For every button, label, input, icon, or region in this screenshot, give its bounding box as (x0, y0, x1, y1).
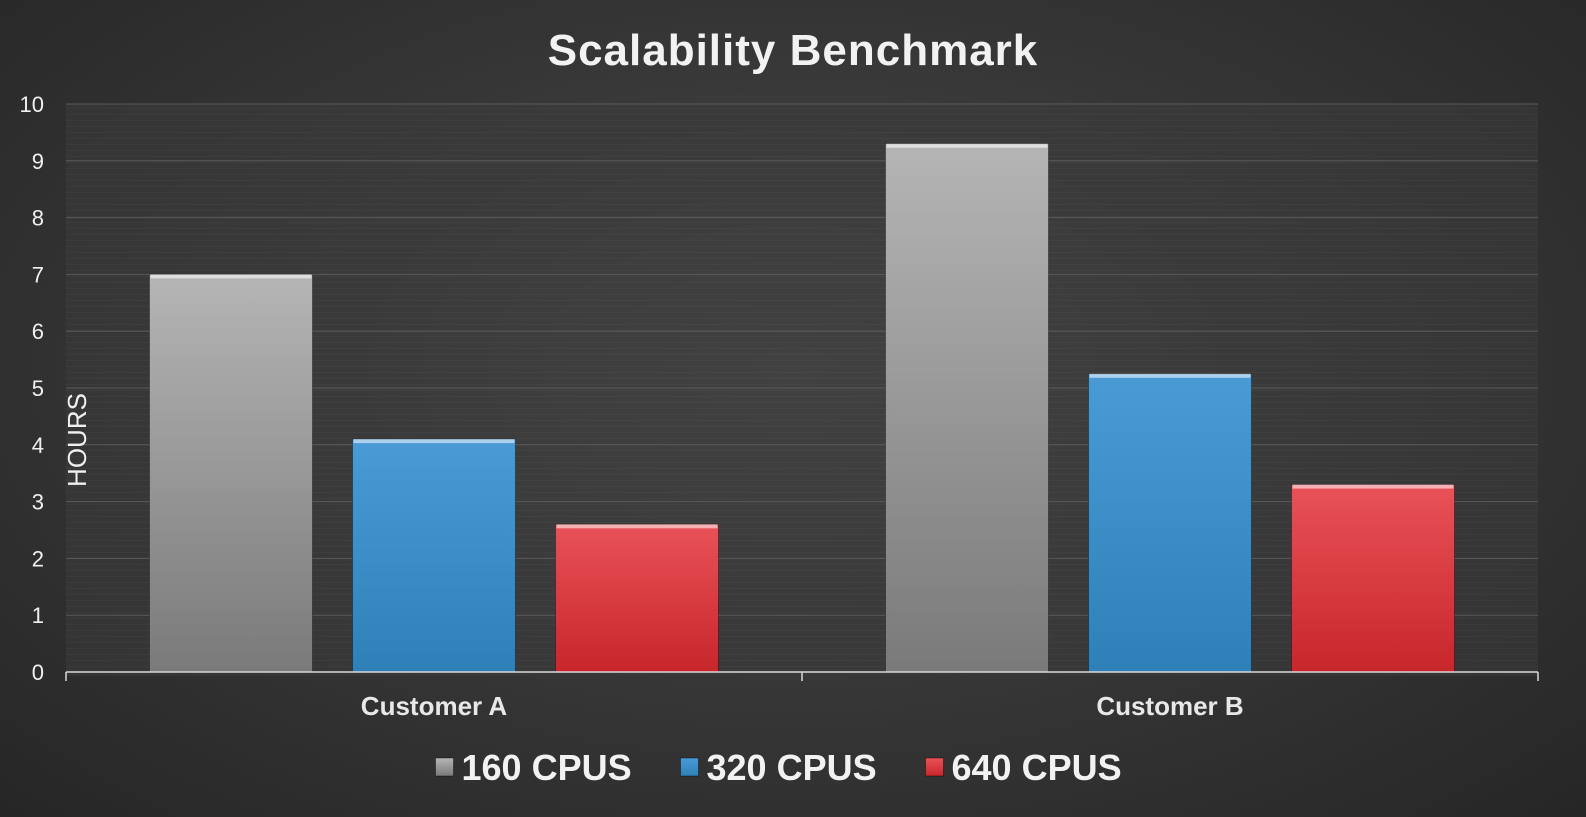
bar-160-cpus-customer-a (149, 273, 313, 673)
x-category-label: Customer B (1096, 691, 1243, 721)
legend: 160 CPUS 320 CPUS 640 CPUS (435, 747, 1122, 788)
y-tick-label: 5 (32, 376, 44, 401)
bar-320-cpus-customer-a (352, 438, 516, 673)
legend-swatch-1 (680, 757, 699, 777)
bar-highlight (353, 439, 515, 444)
bar-highlight (150, 274, 312, 279)
bar-640-cpus-customer-b (1291, 484, 1455, 673)
y-tick-label: 0 (32, 660, 44, 685)
x-axis: Customer A Customer B (65, 671, 1539, 721)
x-category-label: Customer A (361, 691, 508, 721)
legend-label: 160 CPUS (462, 747, 632, 788)
bar-160-cpus-customer-b (885, 143, 1049, 673)
y-axis-ticks: 0 1 2 3 4 5 6 7 8 9 10 (20, 92, 44, 685)
y-tick-label: 2 (32, 546, 44, 571)
y-tick-label: 6 (32, 319, 44, 344)
legend-label: 640 CPUS (952, 747, 1122, 788)
y-tick-label: 1 (32, 603, 44, 628)
y-tick-label: 8 (32, 206, 44, 231)
y-axis-label: HOURS (62, 393, 92, 487)
chart-title: Scalability Benchmark (548, 26, 1039, 75)
bars (149, 143, 1455, 673)
bar-320-cpus-customer-b (1088, 373, 1252, 673)
bar-highlight (1292, 484, 1454, 489)
bar-highlight (886, 143, 1048, 148)
bar-highlight (556, 524, 718, 529)
bar-640-cpus-customer-a (555, 523, 719, 673)
legend-swatch-2 (925, 757, 944, 777)
y-tick-label: 9 (32, 149, 44, 174)
y-tick-label: 3 (32, 490, 44, 515)
legend-label: 320 CPUS (707, 747, 877, 788)
y-tick-label: 4 (32, 433, 44, 458)
y-tick-label: 7 (32, 262, 44, 287)
y-tick-label: 10 (20, 92, 44, 117)
legend-swatch-0 (435, 757, 454, 777)
bar-highlight (1089, 373, 1251, 378)
